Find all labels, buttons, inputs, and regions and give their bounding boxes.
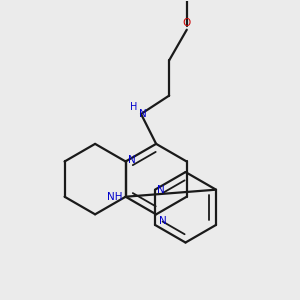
Text: N: N	[139, 109, 146, 119]
Text: N: N	[157, 185, 165, 195]
Text: O: O	[183, 18, 191, 28]
Text: NH: NH	[107, 192, 122, 202]
Text: N: N	[128, 155, 136, 165]
Text: H: H	[130, 102, 137, 112]
Text: N: N	[159, 216, 166, 226]
